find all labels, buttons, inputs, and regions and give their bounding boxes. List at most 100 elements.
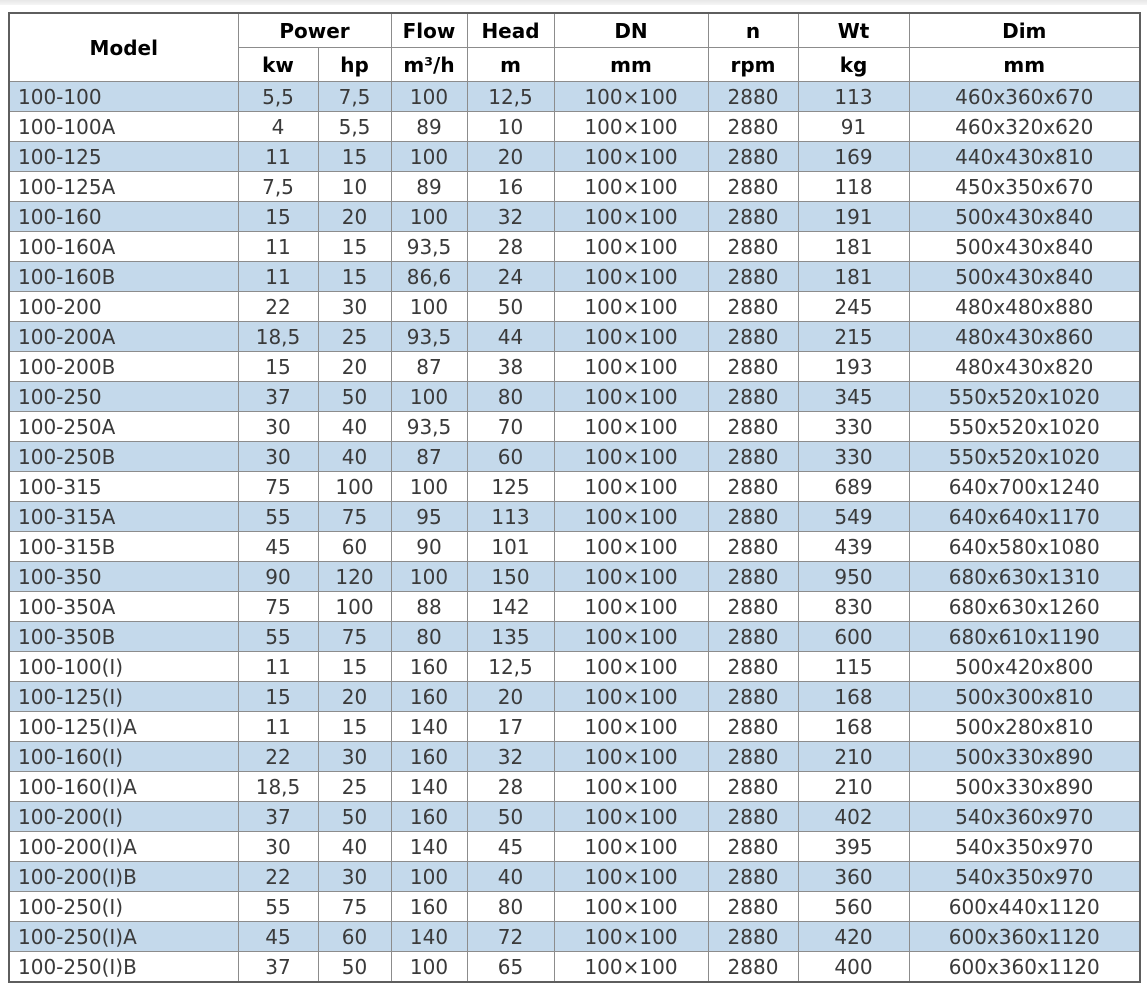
cell-head: 20	[466, 681, 555, 712]
cell-power-kw: 22	[237, 741, 319, 772]
cell-rpm: 2880	[707, 921, 799, 952]
cell-flow: 80	[390, 621, 468, 652]
cell-dimensions: 640x640x1170	[908, 501, 1141, 532]
cell-dimensions: 480x480x880	[908, 291, 1141, 322]
cell-weight: 191	[797, 201, 910, 232]
cell-flow: 160	[390, 741, 468, 772]
cell-power-kw: 11	[237, 711, 319, 742]
cell-dimensions: 550x520x1020	[908, 381, 1141, 412]
cell-rpm: 2880	[707, 861, 799, 892]
cell-rpm: 2880	[707, 591, 799, 622]
cell-rpm: 2880	[707, 81, 799, 112]
cell-dimensions: 540x350x970	[908, 861, 1141, 892]
table-row: 100-315B 45 60 90 101 100×100 2880 439 6…	[8, 531, 1141, 562]
cell-weight: 345	[797, 381, 910, 412]
cell-model: 100-200(I)B	[8, 861, 239, 892]
cell-power-hp: 40	[317, 441, 392, 472]
table-row: 100-160A 11 15 93,5 28 100×100 2880 181 …	[8, 231, 1141, 262]
cell-model: 100-350A	[8, 591, 239, 622]
cell-rpm: 2880	[707, 651, 799, 682]
cell-dn: 100×100	[553, 891, 709, 922]
cell-rpm: 2880	[707, 801, 799, 832]
cell-dimensions: 680x610x1190	[908, 621, 1141, 652]
cell-rpm: 2880	[707, 501, 799, 532]
cell-model: 100-125A	[8, 171, 239, 202]
cell-dimensions: 550x520x1020	[908, 441, 1141, 472]
cell-head: 20	[466, 141, 555, 172]
cell-power-hp: 15	[317, 711, 392, 742]
cell-head: 28	[466, 231, 555, 262]
cell-dn: 100×100	[553, 141, 709, 172]
cell-flow: 160	[390, 651, 468, 682]
table-row: 100-200 22 30 100 50 100×100 2880 245 48…	[8, 291, 1141, 322]
cell-power-hp: 30	[317, 291, 392, 322]
cell-flow: 140	[390, 831, 468, 862]
cell-flow: 100	[390, 81, 468, 112]
cell-power-hp: 20	[317, 351, 392, 382]
cell-model: 100-250B	[8, 441, 239, 472]
cell-dimensions: 480x430x820	[908, 351, 1141, 382]
cell-weight: 181	[797, 261, 910, 292]
cell-flow: 90	[390, 531, 468, 562]
cell-dn: 100×100	[553, 591, 709, 622]
cell-model: 100-250(I)B	[8, 951, 239, 983]
cell-flow: 140	[390, 921, 468, 952]
cell-power-kw: 30	[237, 831, 319, 862]
cell-power-hp: 10	[317, 171, 392, 202]
cell-dimensions: 500x430x840	[908, 201, 1141, 232]
cell-flow: 100	[390, 141, 468, 172]
cell-model: 100-160	[8, 201, 239, 232]
cell-dimensions: 500x300x810	[908, 681, 1141, 712]
cell-weight: 91	[797, 111, 910, 142]
cell-power-kw: 55	[237, 891, 319, 922]
cell-dn: 100×100	[553, 171, 709, 202]
cell-weight: 439	[797, 531, 910, 562]
cell-power-kw: 11	[237, 231, 319, 262]
cell-weight: 395	[797, 831, 910, 862]
cell-weight: 115	[797, 651, 910, 682]
cell-dimensions: 550x520x1020	[908, 411, 1141, 442]
cell-head: 80	[466, 891, 555, 922]
cell-power-hp: 75	[317, 501, 392, 532]
cell-model: 100-200B	[8, 351, 239, 382]
cell-weight: 689	[797, 471, 910, 502]
cell-weight: 193	[797, 351, 910, 382]
cell-power-kw: 15	[237, 351, 319, 382]
cell-dn: 100×100	[553, 411, 709, 442]
cell-dimensions: 540x350x970	[908, 831, 1141, 862]
cell-head: 72	[466, 921, 555, 952]
cell-head: 44	[466, 321, 555, 352]
cell-power-kw: 22	[237, 861, 319, 892]
cell-power-kw: 90	[237, 561, 319, 592]
unit-header-head: m	[466, 47, 555, 82]
cell-dn: 100×100	[553, 471, 709, 502]
cell-rpm: 2880	[707, 951, 799, 983]
cell-dn: 100×100	[553, 651, 709, 682]
cell-power-kw: 75	[237, 471, 319, 502]
table-row: 100-250B 30 40 87 60 100×100 2880 330 55…	[8, 441, 1141, 472]
cell-head: 50	[466, 801, 555, 832]
cell-power-kw: 11	[237, 141, 319, 172]
cell-flow: 160	[390, 891, 468, 922]
cell-model: 100-160(I)A	[8, 771, 239, 802]
cell-flow: 100	[390, 201, 468, 232]
table-row: 100-125 11 15 100 20 100×100 2880 169 44…	[8, 141, 1141, 172]
col-header-dim: Dim	[908, 12, 1141, 48]
table-row: 100-125(I)A 11 15 140 17 100×100 2880 16…	[8, 711, 1141, 742]
cell-rpm: 2880	[707, 351, 799, 382]
cell-power-hp: 30	[317, 861, 392, 892]
col-header-wt: Wt	[797, 12, 910, 48]
cell-dimensions: 640x580x1080	[908, 531, 1141, 562]
cell-rpm: 2880	[707, 771, 799, 802]
table-row: 100-350B 55 75 80 135 100×100 2880 600 6…	[8, 621, 1141, 652]
cell-head: 113	[466, 501, 555, 532]
cell-weight: 169	[797, 141, 910, 172]
cell-flow: 93,5	[390, 411, 468, 442]
table-row: 100-250(I) 55 75 160 80 100×100 2880 560…	[8, 891, 1141, 922]
table-row: 100-160(I)A 18,5 25 140 28 100×100 2880 …	[8, 771, 1141, 802]
cell-flow: 89	[390, 111, 468, 142]
cell-power-kw: 11	[237, 261, 319, 292]
cell-power-kw: 30	[237, 441, 319, 472]
cell-dn: 100×100	[553, 441, 709, 472]
cell-rpm: 2880	[707, 471, 799, 502]
